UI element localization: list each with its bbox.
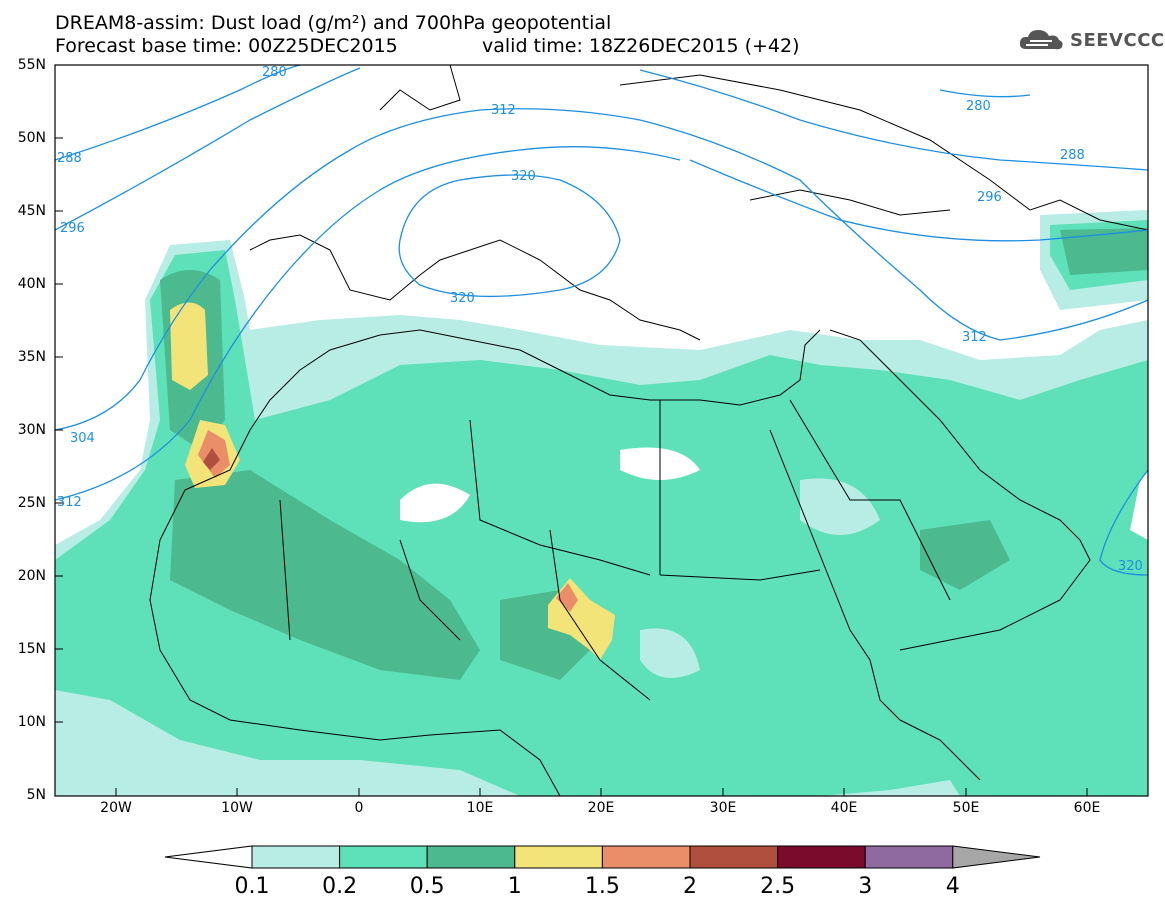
lon-label-20e: 20E [587,800,615,816]
lat-label-25n: 25N [17,495,46,511]
contour-label: 296 [977,190,1002,205]
dust-band-0-2 [55,250,1148,796]
lat-label-10n: 10N [17,714,46,730]
colorbar-label: 2 [683,874,697,899]
contour-label: 320 [1118,559,1143,574]
lat-label-30n: 30N [17,422,46,438]
colorbar-label: 2.5 [760,874,796,899]
lon-label-50e: 50E [952,800,980,816]
contour-label: 320 [450,291,475,306]
lon-label-20w: 20W [100,800,132,816]
lat-label-45n: 45N [17,203,46,219]
colorbar-label: 1.5 [584,874,620,899]
lat-label-40n: 40N [17,276,46,292]
colorbar-label: 1 [507,874,522,899]
colorbar-label: 4 [945,874,960,899]
lat-label-55n: 55N [17,57,46,73]
contour-label: 312 [962,330,987,345]
geopotential-contours [55,65,1148,576]
dust-band-1 [170,302,208,390]
lat-label-20n: 20N [17,568,46,584]
contour-label: 288 [57,151,82,166]
lon-label-30e: 30E [709,800,737,816]
colorbar-swatch [777,845,866,869]
colorbar-swatch [689,845,779,869]
colorbar-swatch [426,845,516,869]
cloud-icon [1019,30,1063,50]
colorbar-swatch [514,845,603,869]
lat-label-15n: 15N [17,641,46,657]
lon-label-60e: 60E [1073,800,1101,816]
map-title: DREAM8-assim: Dust load (g/m²) and 700hP… [55,12,612,34]
colorbar-label: 0.1 [234,874,270,899]
axis-ticks [55,64,1088,796]
dust-band-0-5 [170,470,480,680]
colorbar-swatch [601,845,691,869]
lat-label-5n: 5N [26,787,46,803]
seevccc-logo: SEEVCCC [1018,26,1165,54]
forecast-base-time: Forecast base time: 00Z25DEC2015 [55,35,398,57]
colorbar-arrow-high [952,845,1041,869]
colorbar-arrow-low [164,845,253,869]
contour-label: 312 [57,495,82,510]
colorbar-label: 0.5 [409,874,445,899]
colorbar-swatch [864,845,954,869]
lon-label-10w: 10W [221,800,253,816]
colorbar-swatch [339,845,428,869]
contour-label: 288 [1060,148,1085,163]
colorbar-label: 0.2 [322,874,358,899]
colorbar-label: 3 [858,874,873,899]
contour-label: 280 [262,65,287,80]
contour-label: 304 [70,431,95,446]
lat-label-50n: 50N [17,130,46,146]
lon-label-40e: 40E [830,800,858,816]
contour-label: 280 [966,99,991,114]
valid-time: valid time: 18Z26DEC2015 (+42) [482,35,800,57]
dust-band-2 [203,448,220,470]
colorbar-swatch [251,845,341,869]
lon-label-0: 0 [354,800,364,816]
contour-label: 312 [491,103,516,118]
contour-label: 296 [60,221,85,236]
lat-label-35n: 35N [17,349,46,365]
logo-text: SEEVCCC [1070,29,1165,51]
lon-label-10e: 10E [466,800,494,816]
contour-label: 320 [511,169,536,184]
